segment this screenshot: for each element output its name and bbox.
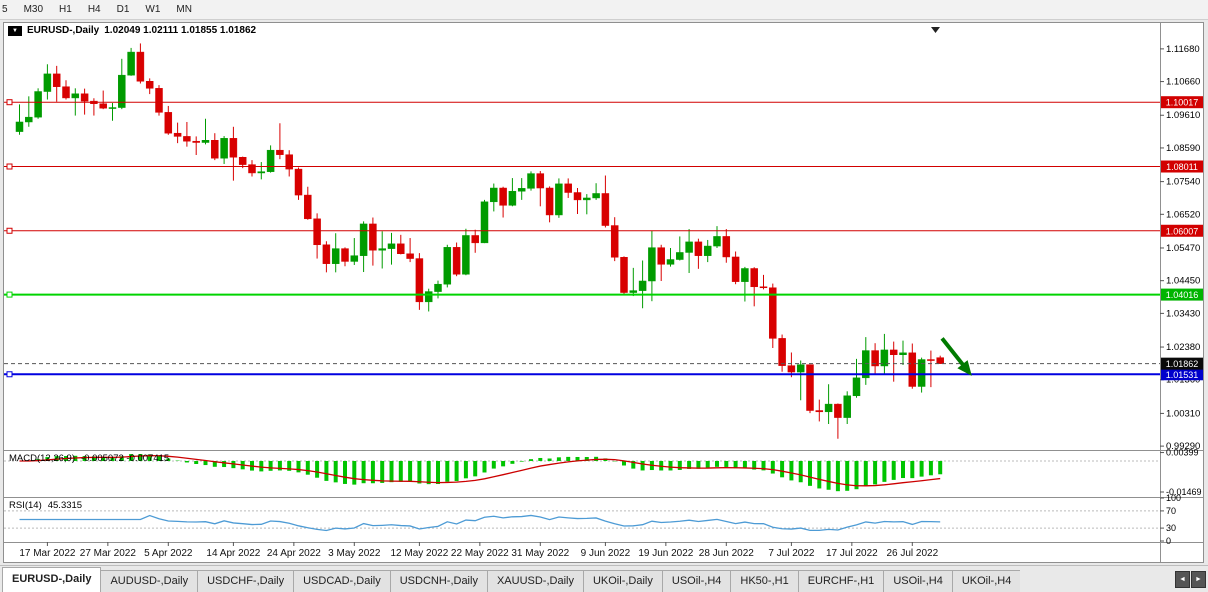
level-price-badge: 1.10017 xyxy=(1161,96,1203,109)
macd-histogram xyxy=(36,454,943,492)
chart-window[interactable]: 1.11680 1.10660 1.09610 1.08590 1.07540 1.065… xyxy=(3,22,1204,563)
chart-tab-usoil-h4[interactable]: USOil-,H4 xyxy=(883,570,953,592)
macd-values: -0.005072 -0.007415 xyxy=(81,453,170,464)
date-label: 22 May 2022 xyxy=(451,548,509,559)
macd-axis-label: 0.00399 xyxy=(1166,448,1199,458)
timeframe-button-5[interactable]: 5 xyxy=(0,2,15,17)
timeframe-button-h4[interactable]: H4 xyxy=(81,2,108,17)
rsi-axis-label: 30 xyxy=(1166,523,1176,533)
level-line-handle[interactable] xyxy=(6,163,13,170)
svg-text:1.10017: 1.10017 xyxy=(1166,98,1199,108)
chart-tab-usdchf-daily[interactable]: USDCHF-,Daily xyxy=(197,570,295,592)
level-line-handle[interactable] xyxy=(6,227,13,234)
svg-text:1.08011: 1.08011 xyxy=(1166,162,1198,172)
date-label: 26 Jul 2022 xyxy=(886,548,938,559)
price-tick-label: 0.99290 xyxy=(1166,441,1200,452)
trend-arrow-head xyxy=(957,360,972,376)
date-label: 14 Apr 2022 xyxy=(206,548,260,559)
price-tick-label: 1.08590 xyxy=(1166,143,1200,154)
chart-symbol-label: EURUSD-,Daily xyxy=(27,25,100,36)
chart-tab-hk50-h1[interactable]: HK50-,H1 xyxy=(730,570,799,592)
chart-shift-marker[interactable] xyxy=(931,27,940,33)
chart-tab-usdcad-daily[interactable]: USDCAD-,Daily xyxy=(293,570,391,592)
chart-tabs: EURUSD-,Daily AUDUSD-,Daily USDCHF-,Daily U… xyxy=(2,566,1021,592)
rsi-name: RSI(14) xyxy=(9,500,42,511)
date-label: 17 Jul 2022 xyxy=(826,548,878,559)
timeframe-toolbar: 5 M30 H1 H4 D1 W1 MN xyxy=(0,0,1208,20)
chart-canvas[interactable]: 1.11680 1.10660 1.09610 1.08590 1.07540 1.065… xyxy=(4,23,1203,562)
price-tick-label: 1.05470 xyxy=(1166,243,1200,254)
chart-ohlc-values: 1.02049 1.02111 1.01855 1.01862 xyxy=(104,25,257,36)
candlestick-series xyxy=(15,43,944,439)
level-line-handle[interactable] xyxy=(6,291,13,298)
macd-name: MACD(12,26,9) xyxy=(9,453,75,464)
date-label: 27 Mar 2022 xyxy=(80,548,137,559)
chart-title: ▼ EURUSD-,Daily 1.02049 1.02111 1.01855 … xyxy=(8,25,256,36)
chart-tab-usoil-h4[interactable]: USOil-,H4 xyxy=(661,570,732,592)
price-tick-label: 1.03430 xyxy=(1166,308,1200,319)
date-label: 3 May 2022 xyxy=(328,548,381,559)
svg-text:1.01531: 1.01531 xyxy=(1166,370,1199,380)
level-price-badge: 1.08011 xyxy=(1161,160,1203,173)
chart-tab-audusd-daily[interactable]: AUDUSD-,Daily xyxy=(100,570,199,592)
rsi-value: 45.3315 xyxy=(47,500,83,511)
date-label: 31 May 2022 xyxy=(511,548,569,559)
price-tick-label: 1.11680 xyxy=(1166,44,1200,55)
svg-text:1.01862: 1.01862 xyxy=(1166,359,1199,369)
date-label: 5 Apr 2022 xyxy=(144,548,193,559)
timeframe-button-d1[interactable]: D1 xyxy=(110,2,137,17)
date-label: 28 Jun 2022 xyxy=(699,548,754,559)
chart-dropdown-icon[interactable]: ▼ xyxy=(8,25,22,36)
price-tick-label: 1.02380 xyxy=(1166,342,1200,353)
date-label: 9 Jun 2022 xyxy=(581,548,631,559)
chart-tab-bar: EURUSD-,Daily AUDUSD-,Daily USDCHF-,Daily U… xyxy=(0,565,1208,592)
price-tick-label: 1.09610 xyxy=(1166,110,1200,121)
rsi-axis-label: 0 xyxy=(1166,536,1171,546)
price-tick-label: 1.07540 xyxy=(1166,177,1200,188)
timeframe-button-w1[interactable]: W1 xyxy=(138,2,167,17)
date-label: 12 May 2022 xyxy=(390,548,448,559)
tab-scroll-left-button[interactable]: ◄ xyxy=(1175,571,1190,588)
chart-tab-ukoil-daily[interactable]: UKOil-,Daily xyxy=(582,570,663,592)
macd-indicator-label: MACD(12,26,9) -0.005072 -0.007415 xyxy=(9,453,169,464)
current-price-badge: 1.01862 xyxy=(1161,357,1203,370)
svg-text:1.06007: 1.06007 xyxy=(1166,226,1199,236)
level-line-handle[interactable] xyxy=(6,99,13,106)
rsi-axis-label: 100 xyxy=(1166,493,1181,503)
price-tick-label: 1.06520 xyxy=(1166,209,1200,220)
macd-signal-line xyxy=(19,455,941,487)
tab-scroll-controls: ◄ ► xyxy=(1175,571,1206,588)
horizontal-level-lines xyxy=(4,99,1160,378)
date-label: 19 Jun 2022 xyxy=(638,548,693,559)
price-tick-label: 1.04450 xyxy=(1166,276,1200,287)
rsi-line xyxy=(19,514,941,532)
rsi-axis-label: 70 xyxy=(1166,506,1176,516)
tab-scroll-right-button[interactable]: ► xyxy=(1191,571,1206,588)
level-price-badge: 1.04016 xyxy=(1161,288,1203,301)
date-label: 17 Mar 2022 xyxy=(19,548,76,559)
timeframe-button-m30[interactable]: M30 xyxy=(17,2,50,17)
time-axis[interactable]: 17 Mar 2022 27 Mar 2022 5 Apr 2022 14 Apr 2… xyxy=(19,542,939,559)
level-line-handle[interactable] xyxy=(6,371,13,378)
timeframe-button-mn[interactable]: MN xyxy=(169,2,199,17)
level-price-badge: 1.06007 xyxy=(1161,224,1203,237)
price-axis[interactable]: 1.11680 1.10660 1.09610 1.08590 1.07540 1.065… xyxy=(1160,44,1200,452)
timeframe-button-h1[interactable]: H1 xyxy=(52,2,79,17)
price-tick-label: 1.10660 xyxy=(1166,77,1200,88)
chart-tab-ukoil-h4[interactable]: UKOil-,H4 xyxy=(951,570,1021,592)
price-tick-label: 1.00310 xyxy=(1166,408,1200,419)
level-price-badge: 1.01531 xyxy=(1161,368,1203,381)
svg-text:1.04016: 1.04016 xyxy=(1166,290,1199,300)
date-label: 24 Apr 2022 xyxy=(267,548,321,559)
date-label: 7 Jul 2022 xyxy=(768,548,815,559)
chart-tab-eurusd-daily[interactable]: EURUSD-,Daily xyxy=(2,567,102,592)
macd-axis-label: -0.01469 xyxy=(1166,487,1202,497)
rsi-indicator-label: RSI(14) 45.3315 xyxy=(9,500,82,511)
chart-tab-usdcnh-daily[interactable]: USDCNH-,Daily xyxy=(389,570,488,592)
chart-tab-eurchf-h1[interactable]: EURCHF-,H1 xyxy=(797,570,885,592)
chart-tab-xauusd-daily[interactable]: XAUUSD-,Daily xyxy=(486,570,584,592)
